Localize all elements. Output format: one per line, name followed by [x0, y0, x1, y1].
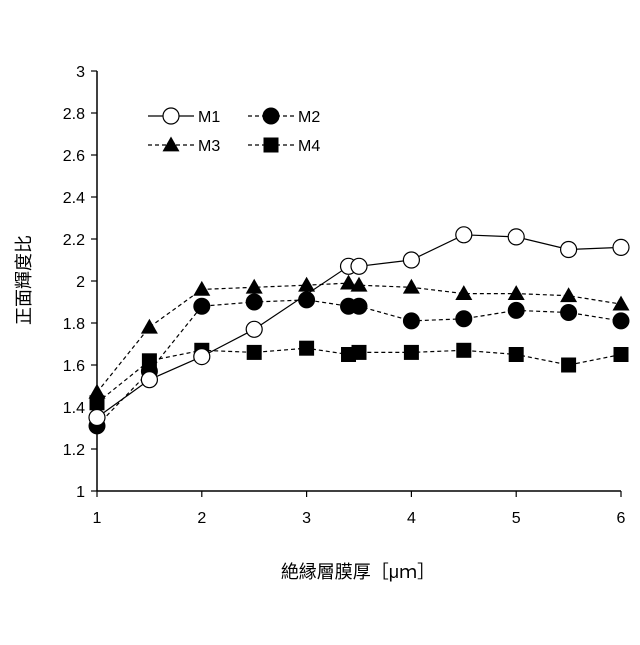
series-m1 [89, 227, 629, 426]
series-m4 [90, 341, 629, 411]
data-point [246, 321, 262, 337]
data-point [455, 285, 472, 300]
x-tick-label: 6 [617, 510, 626, 527]
data-point [456, 227, 472, 243]
data-point [141, 319, 158, 334]
x-tick-label: 1 [93, 510, 102, 527]
x-tick-label: 2 [197, 510, 206, 527]
data-point [403, 252, 419, 268]
data-point [246, 279, 263, 294]
y-tick-label: 2.6 [63, 148, 85, 165]
data-point [141, 372, 157, 388]
legend-label: M4 [298, 138, 320, 155]
data-point [89, 384, 106, 399]
legend-marker [263, 108, 279, 124]
legend-item: M1 [148, 108, 220, 126]
data-point [352, 345, 367, 360]
data-point [613, 313, 629, 329]
legend-item: M2 [248, 108, 320, 126]
data-point [614, 347, 629, 362]
x-tick-label: 3 [302, 510, 311, 527]
data-point [403, 313, 419, 329]
data-point [193, 281, 210, 296]
y-tick-label: 2.2 [63, 232, 85, 249]
data-point [246, 294, 262, 310]
data-point [456, 311, 472, 327]
y-tick-label: 2.8 [63, 106, 85, 123]
y-tick-label: 1.4 [63, 400, 85, 417]
legend-label: M1 [198, 109, 220, 126]
y-tick-label: 3 [76, 64, 85, 81]
legend-item: M4 [248, 138, 320, 156]
x-axis-title: 絶縁層膜厚［μｍ］ [281, 562, 435, 582]
data-point [351, 298, 367, 314]
y-axis-title: 正面輝度比 [14, 235, 34, 325]
data-point [561, 358, 576, 373]
y-tick-label: 1.6 [63, 358, 85, 375]
data-point [194, 298, 210, 314]
series-m2 [89, 292, 629, 434]
data-point [89, 410, 105, 426]
data-point [194, 349, 210, 365]
legend-item: M3 [148, 137, 220, 156]
y-tick-label: 1.8 [63, 316, 85, 333]
data-point [508, 229, 524, 245]
data-point [508, 302, 524, 318]
legend-marker [163, 108, 179, 124]
data-point [403, 279, 420, 294]
series-m3 [89, 275, 630, 399]
legend-label: M2 [298, 109, 320, 126]
data-point [247, 345, 262, 360]
axes: 1 1.2 1.4 1.6 1.8 2 2.2 2.4 2.6 2.8 3 1 2 3 4 5 6 [63, 64, 626, 527]
data-point [561, 305, 577, 321]
x-tick-label: 5 [512, 510, 521, 527]
data-point [298, 277, 315, 292]
legend-marker [264, 138, 279, 153]
data-point [561, 242, 577, 258]
data-point [299, 341, 314, 356]
legend-marker [163, 137, 180, 152]
data-point [509, 347, 524, 362]
y-tick-label: 2 [76, 274, 85, 291]
data-point [404, 345, 419, 360]
series-line [97, 300, 621, 426]
y-tick-label: 2.4 [63, 190, 85, 207]
data-point [351, 258, 367, 274]
data-point [613, 239, 629, 255]
series-group [89, 227, 630, 434]
x-tick-label: 4 [407, 510, 416, 527]
data-point [508, 285, 525, 300]
y-tick-label: 1.2 [63, 442, 85, 459]
data-point [456, 343, 471, 358]
y-tick-label: 1 [76, 484, 85, 501]
legend-label: M3 [198, 138, 220, 155]
legend: M1 M2 M3 M4 [148, 108, 320, 155]
data-point [560, 287, 577, 302]
